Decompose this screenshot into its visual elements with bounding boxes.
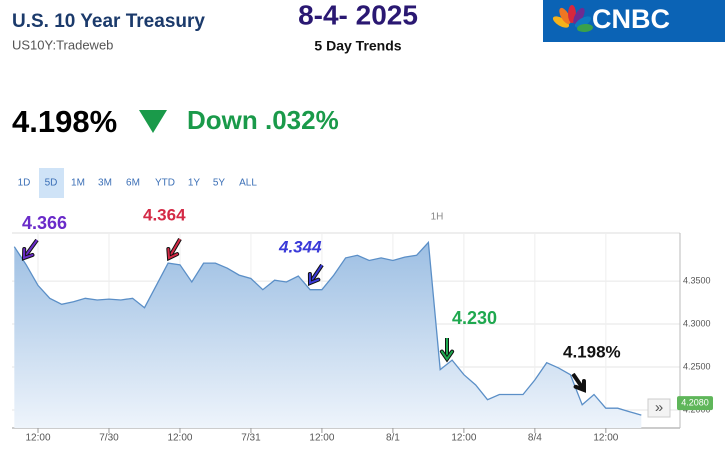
annotation-arrowhead xyxy=(308,273,320,285)
x-tick-label: 8/4 xyxy=(528,433,542,444)
area xyxy=(14,242,642,428)
subtitle: 5 Day Trends xyxy=(314,38,401,54)
range-button[interactable]: 5D xyxy=(45,178,58,189)
x-tick-label: 7/31 xyxy=(241,433,261,444)
range-button[interactable]: 6M xyxy=(126,178,140,189)
y-tick-label: 4.3000 xyxy=(683,318,711,328)
logo: CNBC xyxy=(543,0,725,42)
change: Down .032% xyxy=(187,105,339,135)
range-button[interactable]: YTD xyxy=(155,178,175,189)
price-tag-label: 4.2080 xyxy=(681,397,709,407)
annotation-arrowhead xyxy=(574,380,586,392)
x-tick-label: 12:00 xyxy=(25,433,50,444)
x-tick-label: 12:00 xyxy=(309,433,334,444)
annotation: 4.364 xyxy=(143,205,186,224)
range-button[interactable]: 1D xyxy=(18,178,31,189)
peacock xyxy=(552,5,593,33)
down-arrow xyxy=(139,110,167,133)
price: 4.198% xyxy=(12,104,117,139)
expand-button[interactable] xyxy=(647,398,671,418)
range-button[interactable]: 5Y xyxy=(213,178,226,189)
logo-text: CNBC xyxy=(592,4,670,34)
interval: 1H xyxy=(431,212,444,223)
annotation: 4.366 xyxy=(22,213,67,233)
annotation: 4.198% xyxy=(563,342,621,361)
symbol: US10Y:Tradeweb xyxy=(12,37,113,52)
annotation-arrow xyxy=(309,264,323,284)
title: U.S. 10 Year Treasury xyxy=(12,11,205,32)
x-tick-label: 12:00 xyxy=(451,433,476,444)
expand-label: » xyxy=(655,399,663,416)
annotation-arrow xyxy=(23,239,38,259)
x-tick-label: 7/30 xyxy=(99,433,119,444)
annotation-arrowhead xyxy=(167,248,179,260)
x-tick-label: 12:00 xyxy=(593,433,618,444)
range-selected xyxy=(39,168,64,198)
annotation: 4.230 xyxy=(452,308,497,328)
range-button[interactable]: ALL xyxy=(239,178,257,189)
range-button[interactable]: 1M xyxy=(71,178,85,189)
y-tick-label: 4.2500 xyxy=(683,361,711,371)
y-tick-label: 4.3500 xyxy=(683,275,711,285)
line xyxy=(13,240,642,416)
annotation: 4.344 xyxy=(278,237,322,256)
annotation-arrowhead xyxy=(440,350,454,361)
x-tick-label: 12:00 xyxy=(167,433,192,444)
x-tick-label: 8/1 xyxy=(386,433,400,444)
range-button[interactable]: 1Y xyxy=(188,178,201,189)
price-tag xyxy=(677,396,713,411)
annotation-arrow xyxy=(168,238,181,259)
range-button[interactable]: 3M xyxy=(98,178,112,189)
date: 8-4- 2025 xyxy=(298,0,418,30)
annotation-arrowhead xyxy=(22,248,34,260)
